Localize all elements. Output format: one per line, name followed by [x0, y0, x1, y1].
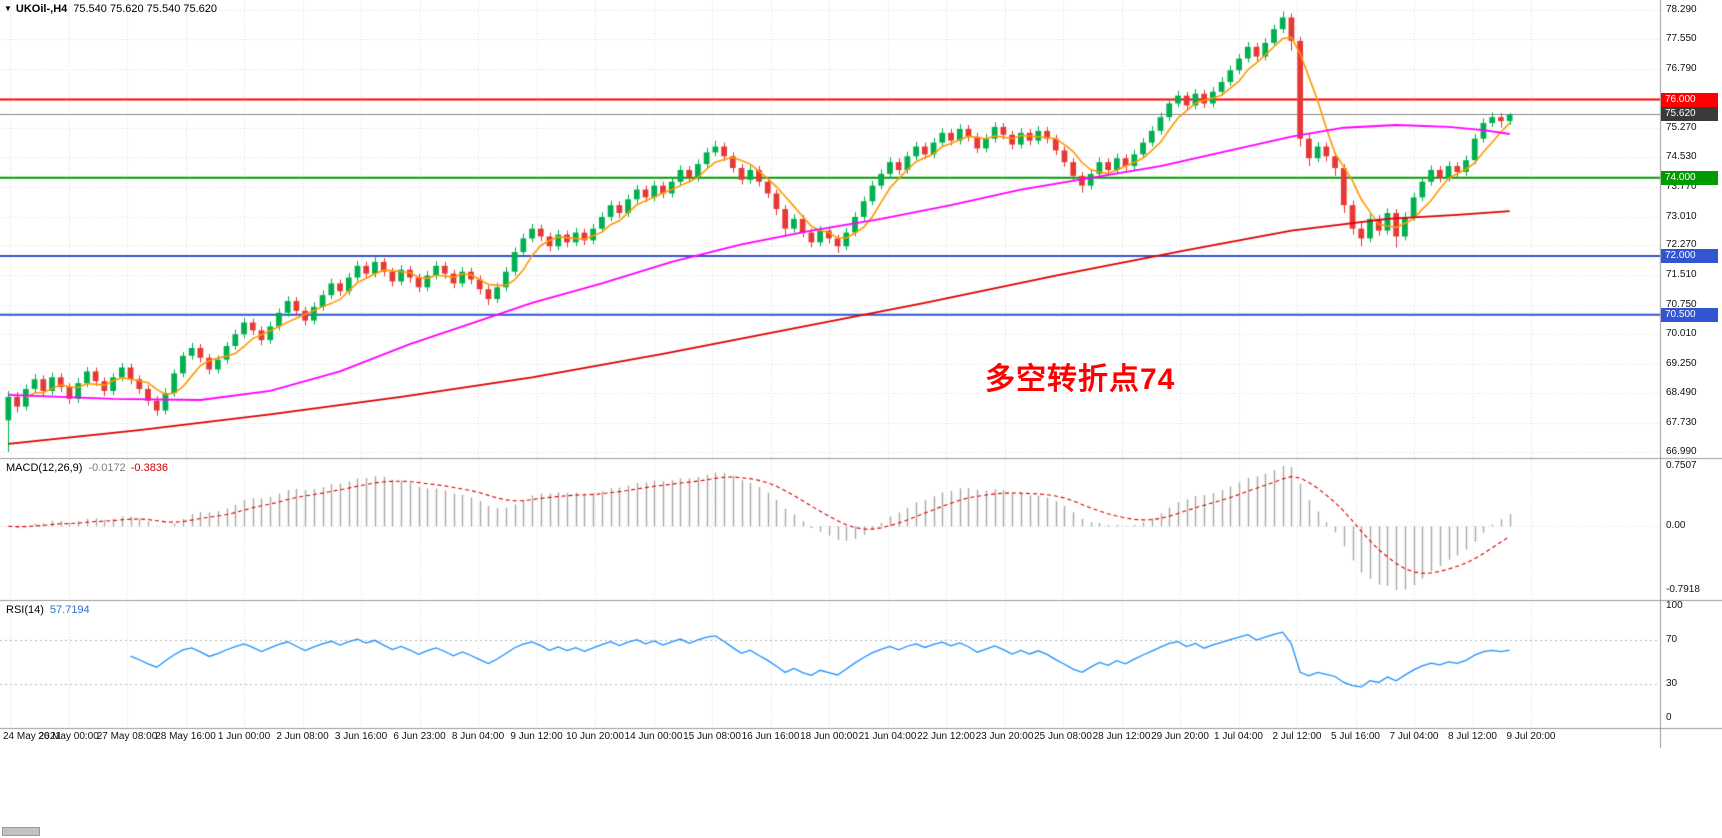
time-axis-label: 1 Jul 04:00 [1214, 731, 1263, 742]
price-axis-label: 70.750 [1666, 298, 1697, 310]
macd-axis-label: -0.7918 [1666, 584, 1700, 595]
price-axis-label: 75.270 [1666, 122, 1697, 134]
macd-main-value: -0.0172 [88, 462, 126, 474]
time-axis-label: 21 Jun 04:00 [858, 731, 917, 742]
time-axis-label: 26 May 00:00 [38, 731, 99, 742]
scrollbar-thumb[interactable] [2, 827, 40, 836]
time-axis-label: 15 Jun 08:00 [683, 731, 741, 742]
price-axis-label: 72.270 [1666, 239, 1697, 251]
time-axis-label: 1 Jun 00:00 [217, 731, 271, 742]
price-axis-label: 68.490 [1666, 387, 1697, 399]
level-price-badge: 74.000 [1661, 170, 1718, 185]
price-axis-label: 76.790 [1666, 62, 1697, 74]
price-axis-label: 66.990 [1666, 445, 1697, 457]
chart-title: ▼ UKOil-,H4 75.540 75.620 75.540 75.620 [4, 3, 217, 15]
macd-axis-label: 0.7507 [1666, 460, 1697, 471]
time-axis-label: 14 Jun 00:00 [624, 731, 683, 742]
symbol-dropdown-icon[interactable]: ▼ [4, 4, 12, 13]
price-axis-label: 71.510 [1666, 269, 1697, 281]
time-axis-label: 2 Jun 08:00 [276, 731, 329, 742]
time-axis-label: 28 May 16:00 [155, 731, 216, 742]
horizontal-scrollbar[interactable] [0, 825, 1722, 838]
symbol-timeframe-label: UKOil-,H4 [15, 3, 68, 15]
price-axis-label: 69.250 [1666, 357, 1697, 369]
rsi-axis-label: 100 [1666, 600, 1683, 611]
chart-annotation-text: 多空转折点74 [985, 363, 1176, 396]
ohlc-values: 75.540 75.620 75.540 75.620 [73, 3, 218, 15]
level-price-badge: 70.500 [1661, 307, 1718, 322]
rsi-axis-label: 70 [1666, 633, 1678, 645]
macd-indicator-label: MACD(12,26,9) -0.0172 -0.3836 [6, 462, 168, 474]
rsi-indicator-label: RSI(14) 57.7194 [6, 604, 90, 616]
time-axis-label: 10 Jun 20:00 [566, 731, 624, 742]
time-axis-label: 5 Jul 16:00 [1331, 731, 1380, 742]
price-axis-label: 73.010 [1666, 210, 1697, 222]
time-axis-label: 3 Jun 16:00 [334, 731, 388, 742]
time-axis-label: 9 Jun 12:00 [510, 731, 563, 742]
time-axis-label: 9 Jul 20:00 [1506, 731, 1556, 742]
time-axis-label: 22 Jun 12:00 [917, 731, 975, 742]
rsi-axis-label: 30 [1666, 678, 1678, 690]
time-axis-label: 2 Jul 12:00 [1272, 731, 1322, 742]
time-axis-label: 25 Jun 08:00 [1034, 731, 1092, 742]
price-axis-label: 73.770 [1666, 180, 1697, 192]
macd-indicator-name: MACD(12,26,9) [6, 462, 83, 474]
rsi-indicator-name: RSI(14) [6, 604, 44, 616]
rsi-axis-label: 0 [1666, 712, 1672, 723]
time-axis-label: 23 Jun 20:00 [975, 731, 1034, 742]
time-axis-label: 24 May 2021 [3, 731, 61, 742]
macd-axis-label: 0.00 [1666, 520, 1686, 532]
price-axis-label: 74.530 [1666, 151, 1697, 163]
time-axis-label: 18 Jun 00:00 [800, 731, 858, 742]
time-axis-label: 29 Jun 20:00 [1151, 731, 1209, 742]
time-axis-label: 8 Jul 12:00 [1448, 731, 1497, 742]
price-axis-label: 78.290 [1666, 4, 1697, 15]
price-axis-label: 77.550 [1666, 32, 1697, 44]
time-axis-label: 16 Jun 16:00 [741, 731, 800, 742]
price-axis-label: 67.730 [1666, 417, 1697, 429]
level-price-badge: 76.000 [1661, 92, 1718, 107]
current-price-badge: 75.620 [1661, 107, 1718, 122]
time-axis-label: 8 Jun 04:00 [451, 731, 505, 742]
rsi-value: 57.7194 [49, 604, 90, 616]
time-axis-label: 28 Jun 12:00 [1092, 731, 1151, 742]
time-axis-label: 7 Jul 04:00 [1389, 731, 1439, 742]
time-axis-label: 27 May 08:00 [96, 731, 158, 742]
macd-signal-value: -0.3836 [130, 462, 169, 474]
level-price-badge: 72.000 [1661, 249, 1718, 264]
price-axis-label: 70.010 [1666, 327, 1697, 339]
time-axis-label: 6 Jun 23:00 [393, 731, 446, 742]
